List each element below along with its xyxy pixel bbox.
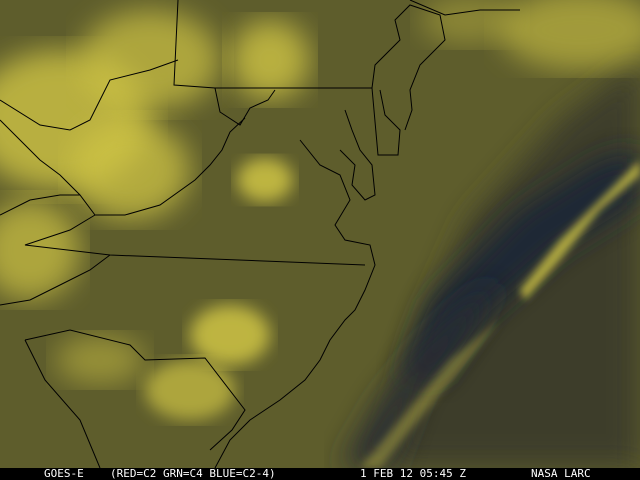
channel-label: (RED=C2 GRN=C4 BLUE=C2-4) bbox=[110, 467, 276, 480]
satellite-map bbox=[0, 0, 640, 468]
credit-label: NASA LARC bbox=[531, 467, 591, 480]
state-boundaries bbox=[0, 0, 520, 468]
image-caption-bar: GOES-E (RED=C2 GRN=C4 BLUE=C2-4) 1 FEB 1… bbox=[0, 468, 640, 480]
datetime-label: 1 FEB 12 05:45 Z bbox=[360, 467, 466, 480]
cloud-cover bbox=[0, 0, 640, 468]
satellite-label: GOES-E bbox=[44, 467, 84, 480]
clear-sky-region bbox=[340, 280, 500, 468]
